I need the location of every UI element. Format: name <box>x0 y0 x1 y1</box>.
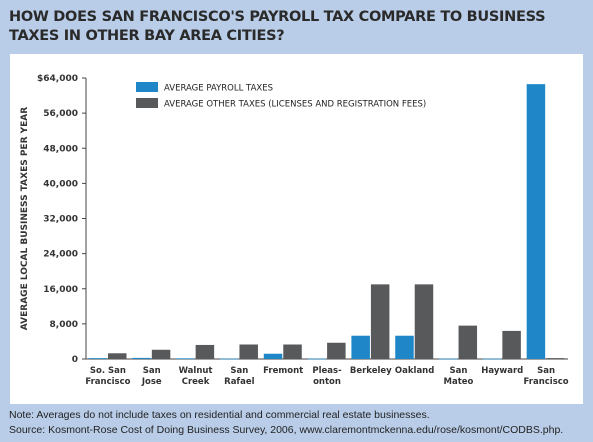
bar-payroll-8 <box>439 358 458 360</box>
bar-payroll-7 <box>395 335 414 359</box>
y-tick-label: 8,000 <box>50 320 78 330</box>
bar-payroll-5 <box>307 358 327 360</box>
bar-payroll-6 <box>351 335 370 359</box>
bar-payroll-2 <box>176 358 195 360</box>
chart-labels: So. San Francisco San Jose Walnut Creek San Raf… <box>85 366 568 387</box>
chart-axes: 0 8,000 16,000 24,000 32,000 40,000 48,000 56,0… <box>20 74 568 365</box>
category-label: San Jose <box>141 366 162 387</box>
y-tick-label: 0 <box>72 355 78 365</box>
chart-title: HOW DOES SAN FRANCISCO'S PAYROLL TAX COM… <box>9 9 546 44</box>
category-label: San Francisco <box>524 366 569 387</box>
bar-other-3 <box>239 344 258 359</box>
chart-bars <box>88 84 565 360</box>
y-tick-label: 16,000 <box>43 285 78 295</box>
y-tick-label: 56,000 <box>43 109 78 119</box>
y-tick-label: 48,000 <box>43 144 78 154</box>
bar-other-0 <box>108 353 127 359</box>
bar-other-10 <box>546 358 565 359</box>
bar-payroll-4 <box>263 353 283 359</box>
category-label: San Rafael <box>224 366 254 387</box>
bar-other-2 <box>195 344 215 359</box>
category-label: San Mateo <box>444 366 474 387</box>
footnote-note: Note: Averages do not include taxes on r… <box>9 409 430 421</box>
bar-other-1 <box>151 349 171 359</box>
bar-other-8 <box>458 325 478 359</box>
bar-payroll-0 <box>88 358 107 359</box>
bar-payroll-10 <box>526 84 546 360</box>
bar-other-9 <box>502 330 521 359</box>
y-tick-label: 40,000 <box>43 179 78 189</box>
bar-other-5 <box>327 342 346 359</box>
category-label: Pleas-onton <box>312 366 342 387</box>
category-label: Berkeley <box>350 366 392 376</box>
y-axis-title: AVERAGE LOCAL BUSINESS TAXES PER YEAR <box>20 107 30 330</box>
footnote: Note: Averages do not include taxes on r… <box>9 408 589 438</box>
footnote-source: Source: Kosmont-Rose Cost of Doing Busin… <box>9 424 564 436</box>
bar-other-4 <box>283 344 302 359</box>
category-label: Walnut Creek <box>179 366 213 387</box>
bar-payroll-1 <box>132 357 151 359</box>
legend-swatch-payroll <box>136 82 158 92</box>
category-label: Oakland <box>395 366 434 376</box>
chart-legend: AVERAGE PAYROLL TAXES AVERAGE OTHER TAXES… <box>136 82 426 110</box>
category-label: Hayward <box>481 366 523 376</box>
y-tick-label: 24,000 <box>43 250 78 260</box>
bar-payroll-9 <box>482 358 502 360</box>
bar-other-7 <box>414 284 434 359</box>
category-label: Fremont <box>263 366 303 376</box>
bar-other-6 <box>370 284 390 359</box>
bar-payroll-3 <box>219 358 239 360</box>
y-tick-label: 32,000 <box>43 215 78 225</box>
legend-swatch-other <box>136 98 158 108</box>
legend-label-payroll: AVERAGE PAYROLL TAXES <box>164 84 273 94</box>
legend-label-other: AVERAGE OTHER TAXES (LICENSES AND REGIST… <box>164 100 426 110</box>
y-tick-label: $64,000 <box>37 74 78 84</box>
chart-panel: 0 8,000 16,000 24,000 32,000 40,000 48,000 56,0… <box>10 54 583 404</box>
category-label: So. San Francisco <box>85 366 130 387</box>
bar-chart: 0 8,000 16,000 24,000 32,000 40,000 48,000 56,0… <box>20 74 569 387</box>
